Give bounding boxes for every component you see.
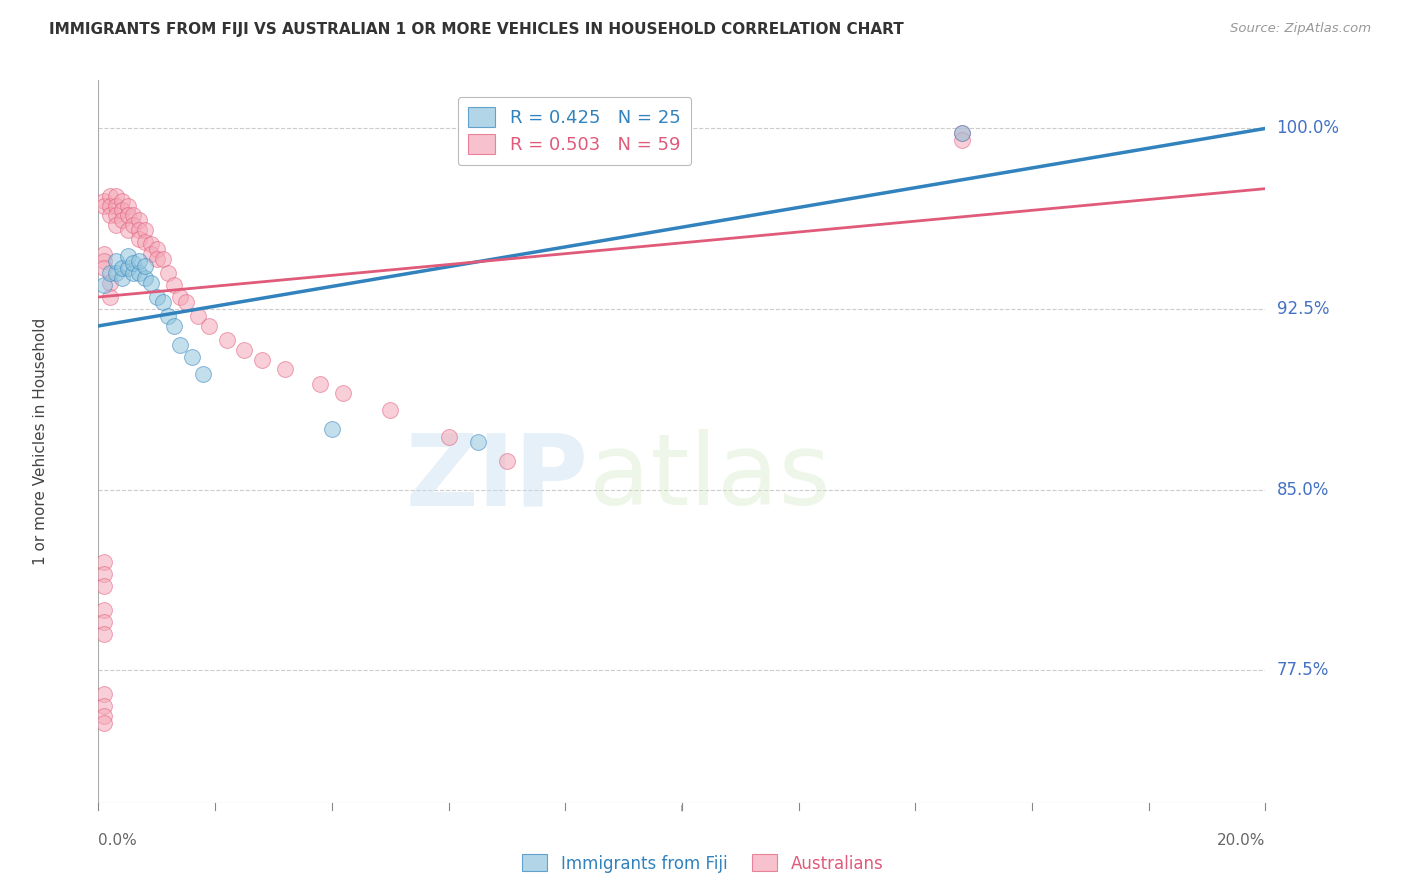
- Point: [128, 213, 150, 227]
- Point: [250, 352, 273, 367]
- Point: [93, 246, 115, 260]
- Point: [157, 266, 180, 280]
- Point: [134, 222, 156, 236]
- Point: [128, 266, 150, 280]
- Text: 77.5%: 77.5%: [1277, 661, 1329, 680]
- Point: [163, 277, 186, 292]
- Text: 100.0%: 100.0%: [1277, 120, 1340, 137]
- Point: [950, 126, 973, 140]
- Point: [332, 386, 354, 401]
- Point: [321, 423, 343, 437]
- Point: [93, 555, 115, 569]
- Text: Source: ZipAtlas.com: Source: ZipAtlas.com: [1230, 22, 1371, 36]
- Point: [146, 252, 169, 266]
- Point: [93, 579, 115, 593]
- Point: [193, 367, 215, 381]
- Text: ZIP: ZIP: [406, 429, 589, 526]
- Point: [139, 237, 162, 252]
- Point: [98, 198, 121, 212]
- Text: IMMIGRANTS FROM FIJI VS AUSTRALIAN 1 OR MORE VEHICLES IN HOUSEHOLD CORRELATION C: IMMIGRANTS FROM FIJI VS AUSTRALIAN 1 OR …: [49, 22, 904, 37]
- Point: [93, 699, 115, 714]
- Point: [104, 198, 127, 212]
- Point: [134, 259, 156, 273]
- Point: [104, 189, 127, 203]
- Point: [152, 252, 174, 266]
- Point: [169, 290, 191, 304]
- Point: [274, 362, 297, 376]
- Point: [111, 194, 134, 208]
- Point: [98, 290, 121, 304]
- Point: [98, 266, 121, 280]
- Text: 0.0%: 0.0%: [98, 833, 138, 848]
- Point: [309, 376, 332, 391]
- Point: [98, 208, 121, 222]
- Point: [467, 434, 489, 449]
- Point: [111, 270, 134, 285]
- Point: [139, 246, 162, 260]
- Point: [93, 603, 115, 617]
- Point: [93, 709, 115, 723]
- Point: [93, 615, 115, 630]
- Point: [169, 338, 191, 352]
- Point: [187, 310, 209, 324]
- Point: [93, 716, 115, 731]
- Point: [104, 254, 127, 268]
- Point: [122, 266, 145, 280]
- Point: [128, 232, 150, 246]
- Point: [93, 687, 115, 701]
- Point: [163, 318, 186, 333]
- Point: [93, 194, 115, 208]
- Point: [93, 198, 115, 212]
- Point: [93, 627, 115, 641]
- Point: [93, 254, 115, 268]
- Point: [122, 208, 145, 222]
- Point: [139, 276, 162, 290]
- Point: [134, 270, 156, 285]
- Legend: R = 0.425   N = 25, R = 0.503   N = 59: R = 0.425 N = 25, R = 0.503 N = 59: [457, 96, 692, 165]
- Legend: Immigrants from Fiji, Australians: Immigrants from Fiji, Australians: [516, 847, 890, 880]
- Point: [93, 277, 115, 292]
- Point: [128, 254, 150, 268]
- Text: atlas: atlas: [589, 429, 830, 526]
- Point: [104, 208, 127, 222]
- Point: [122, 218, 145, 232]
- Point: [950, 126, 973, 140]
- Point: [98, 189, 121, 203]
- Text: 85.0%: 85.0%: [1277, 481, 1329, 499]
- Point: [146, 242, 169, 256]
- Point: [98, 276, 121, 290]
- Text: 1 or more Vehicles in Household: 1 or more Vehicles in Household: [32, 318, 48, 566]
- Point: [117, 261, 139, 276]
- Point: [152, 294, 174, 309]
- Point: [134, 235, 156, 249]
- Point: [93, 261, 115, 276]
- Point: [117, 222, 139, 236]
- Point: [157, 310, 180, 324]
- Point: [111, 261, 134, 276]
- Point: [146, 290, 169, 304]
- Point: [93, 567, 115, 582]
- Point: [496, 454, 519, 468]
- Point: [180, 350, 202, 364]
- Point: [950, 133, 973, 147]
- Point: [380, 403, 402, 417]
- Text: 20.0%: 20.0%: [1218, 833, 1265, 848]
- Point: [174, 294, 197, 309]
- Point: [117, 249, 139, 263]
- Point: [111, 203, 134, 218]
- Point: [104, 266, 127, 280]
- Point: [215, 334, 238, 348]
- Point: [233, 343, 256, 357]
- Point: [122, 256, 145, 270]
- Point: [117, 208, 139, 222]
- Point: [111, 213, 134, 227]
- Point: [198, 318, 221, 333]
- Point: [104, 218, 127, 232]
- Text: 92.5%: 92.5%: [1277, 300, 1329, 318]
- Point: [128, 222, 150, 236]
- Point: [437, 430, 460, 444]
- Point: [117, 198, 139, 212]
